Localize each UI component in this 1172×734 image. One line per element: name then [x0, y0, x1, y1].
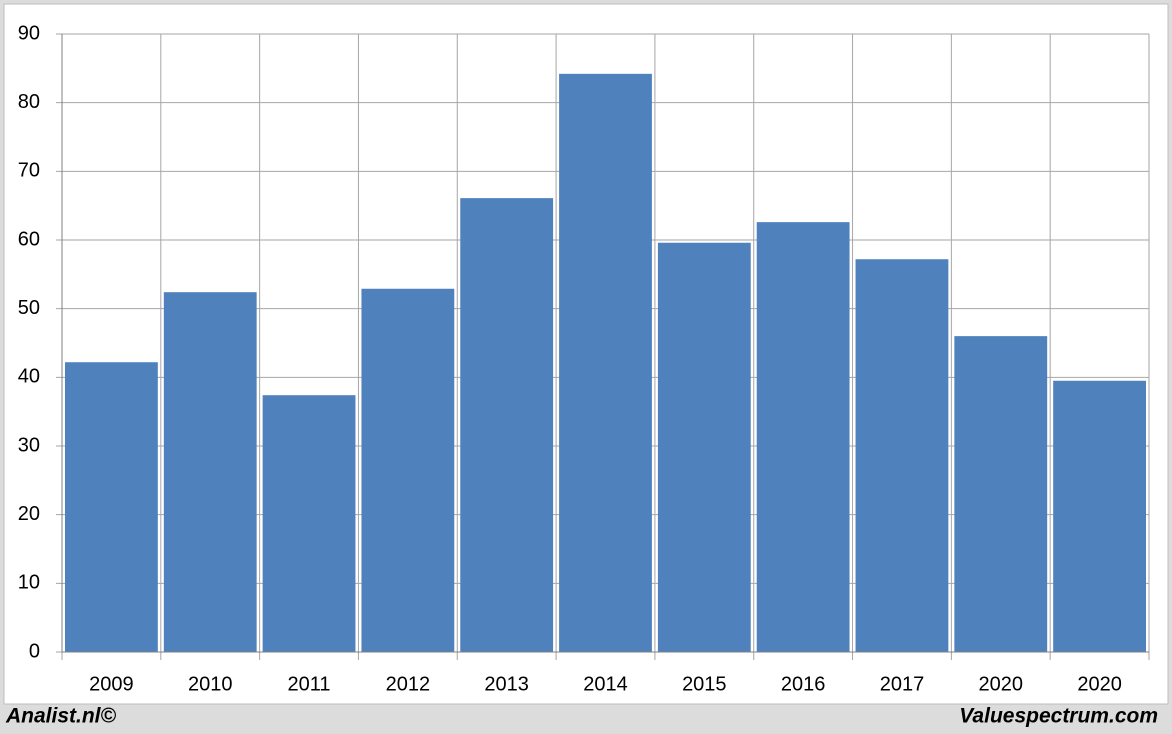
y-tick-label: 60 — [18, 228, 40, 250]
x-tick-label: 2015 — [682, 673, 727, 695]
y-tick-label: 0 — [29, 640, 40, 662]
x-tick-label: 2017 — [880, 673, 925, 695]
bar — [559, 73, 652, 653]
y-tick-label: 30 — [18, 434, 40, 456]
x-tick-label: 2009 — [89, 673, 134, 695]
bar — [65, 362, 158, 652]
y-tick-label: 80 — [18, 91, 40, 113]
bar — [163, 292, 257, 652]
bar — [262, 395, 356, 652]
y-tick-label: 40 — [18, 366, 40, 388]
x-tick-label: 2020 — [979, 673, 1024, 695]
x-tick-label: 2013 — [484, 673, 529, 695]
footer-right: Valuespectrum.com — [959, 705, 1158, 728]
y-tick-label: 10 — [18, 572, 40, 594]
bar — [855, 259, 949, 652]
x-tick-label: 2011 — [288, 673, 331, 695]
x-tick-label: 2020 — [1077, 673, 1122, 695]
y-tick-label: 70 — [18, 160, 40, 182]
bar — [954, 336, 1048, 652]
bar — [657, 242, 751, 652]
x-tick-label: 2014 — [583, 673, 628, 695]
x-tick-label: 2010 — [188, 673, 233, 695]
footer-left: Analist.nl© — [5, 705, 117, 728]
x-tick-label: 2012 — [386, 673, 431, 695]
bar — [361, 288, 455, 652]
bar — [756, 222, 850, 652]
y-tick-label: 20 — [18, 503, 40, 525]
bar — [460, 198, 554, 652]
y-tick-label: 50 — [18, 297, 40, 319]
y-tick-label: 90 — [18, 22, 40, 44]
bar — [1053, 380, 1146, 652]
x-tick-label: 2016 — [781, 673, 826, 695]
